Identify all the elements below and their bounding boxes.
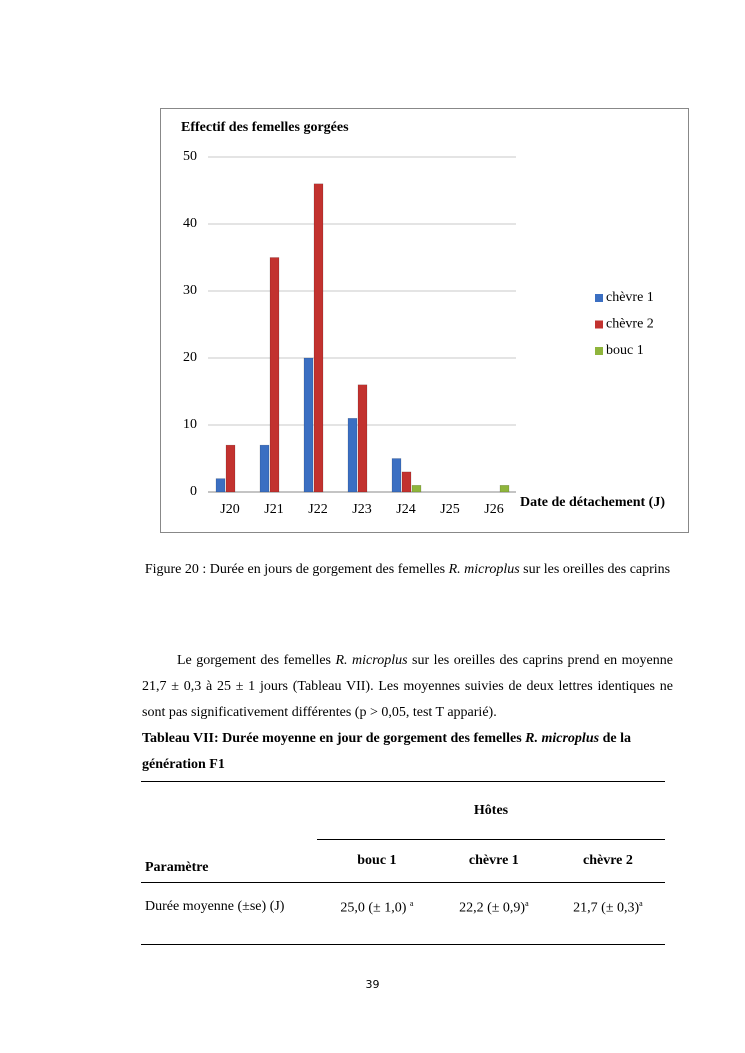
column-header: chèvre 2 [583, 853, 633, 869]
cell-sup: a [409, 899, 414, 908]
legend-label: chèvre 2 [606, 317, 654, 332]
caption-italic: R. microplus [448, 562, 520, 577]
legend-label: chèvre 1 [606, 290, 654, 305]
chart: Effectif des femelles gorgées Date de dé… [160, 108, 689, 533]
page-number: 39 [365, 978, 380, 991]
figure-caption: Figure 20 : Durée en jours de gorgement … [142, 557, 673, 583]
table-title-text: Tableau VII: Durée moyenne en jour de go… [142, 731, 526, 746]
paragraph-text: Le gorgement des femelles [177, 653, 336, 668]
x-tick-label: J25 [440, 502, 459, 517]
bar [303, 357, 314, 493]
x-tick-label: J26 [484, 502, 503, 517]
column-header: chèvre 1 [468, 853, 519, 869]
paragraph: Le gorgement des femelles R. microplus s… [142, 648, 673, 726]
x-tick-label: J21 [264, 502, 283, 517]
param-header: Paramètre [145, 860, 209, 875]
x-tick-label: J20 [220, 502, 239, 517]
paragraph-italic: R. microplus [335, 653, 408, 668]
legend-swatch [595, 320, 603, 329]
x-tick-label: J24 [396, 502, 415, 517]
bar [401, 471, 412, 493]
y-tick-label: 50 [183, 149, 197, 164]
cell-text: 22,2 (± 0,9) [459, 900, 526, 916]
y-tick-label: 30 [183, 283, 197, 298]
cell: 22,2 (± 0,9)a [437, 883, 551, 945]
table-title: Tableau VII: Durée moyenne en jour de go… [142, 726, 673, 778]
bar [269, 257, 280, 493]
y-tick-label: 10 [183, 417, 197, 432]
caption-text: sur les oreilles des caprins [519, 562, 671, 577]
paragraph-text: sur les oreilles des caprins prend en mo… [142, 653, 673, 720]
cell: 21,7 (± 0,3)a [551, 883, 665, 945]
cell-text: 25,0 (± 1,0) [340, 900, 410, 916]
bar [215, 478, 226, 493]
bar [391, 458, 402, 493]
group-header: Hôtes [317, 781, 665, 841]
cell: 25,0 (± 1,0) a [317, 883, 437, 945]
legend-label: bouc 1 [606, 343, 644, 358]
cell-sup: a [525, 899, 529, 908]
caption-text: Figure 20 : Durée en jours de gorgement … [144, 562, 449, 577]
table-title-italic: R. microplus [525, 731, 600, 746]
y-tick-label: 0 [190, 484, 197, 499]
row-label: Durée moyenne (±se) (J) [145, 899, 285, 914]
chart-title: Effectif des femelles gorgées [181, 120, 349, 135]
x-tick-label: J23 [352, 502, 371, 517]
bar [259, 444, 270, 493]
legend-swatch [595, 294, 603, 302]
y-tick-label: 40 [183, 216, 197, 231]
bar [499, 485, 510, 493]
table: Paramètre Hôtes bouc 1 chèvre 1 chèvre 2… [141, 781, 665, 945]
cell-text: 21,7 (± 0,3) [573, 900, 640, 916]
column-header: bouc 1 [357, 853, 397, 869]
bar [313, 183, 324, 493]
x-axis-label: Date de détachement (J) [520, 495, 665, 510]
bar [347, 418, 358, 493]
legend-swatch [595, 347, 603, 355]
bar [357, 384, 368, 493]
y-tick-label: 20 [183, 350, 197, 365]
bar [225, 444, 236, 493]
bar [411, 485, 422, 493]
cell-sup: a [639, 899, 643, 908]
x-tick-label: J22 [308, 502, 327, 517]
table-title-text: de la génération F1 [142, 731, 631, 772]
